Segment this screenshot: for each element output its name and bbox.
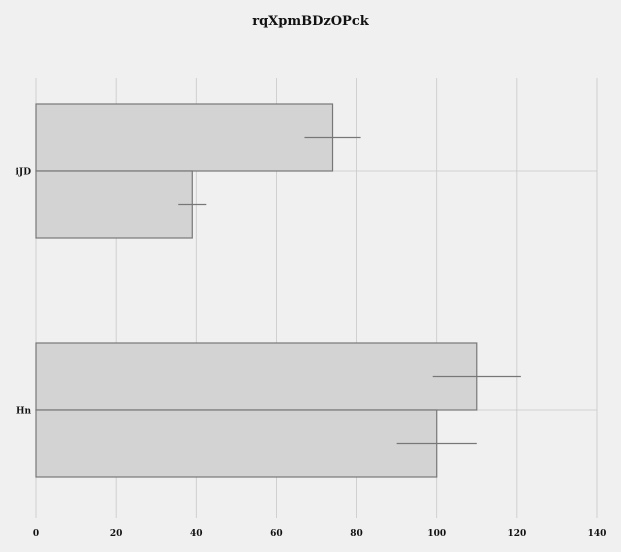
bar-iJD-series-1 [35,170,193,239]
x-tick-label-0: 0 [33,529,39,539]
y-tick-label-Hn: Hn [16,407,32,417]
x-tick-label-60: 60 [270,529,283,539]
x-tick-label-20: 20 [110,529,123,539]
chart-title: rqXpmBDzOPck [252,14,369,29]
y-tick-label-iJD: iJD [16,168,32,178]
bar-iJD-series-0 [35,103,334,172]
bar-Hn-series-1 [35,409,438,478]
x-tick-label-80: 80 [350,529,363,539]
x-tick-label-120: 120 [507,529,526,539]
bar-Hn-series-0 [35,342,478,411]
x-tick-label-40: 40 [190,529,203,539]
x-tick-label-100: 100 [427,529,446,539]
x-tick-label-140: 140 [588,529,607,539]
